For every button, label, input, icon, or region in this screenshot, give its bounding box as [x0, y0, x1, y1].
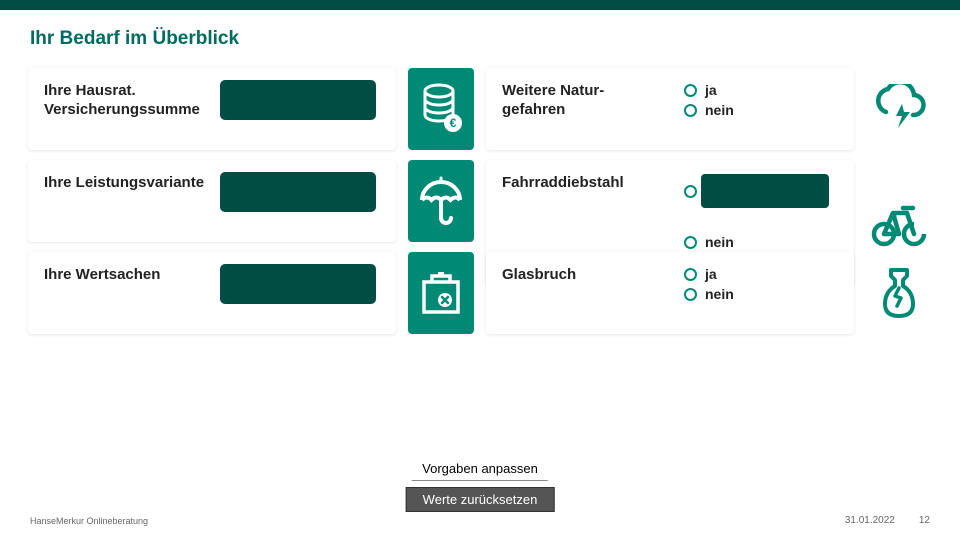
cloud-bolt-icon — [866, 68, 932, 150]
topbar — [0, 0, 960, 10]
umbrella-icon — [408, 160, 474, 242]
radio-fahrrad-1[interactable] — [684, 174, 829, 208]
page-title: Ihr Bedarf im Überblick — [30, 28, 960, 50]
card-leistung: Ihre Leistungsvariante — [28, 160, 396, 242]
label-glasbruch: Glasbruch — [502, 266, 672, 285]
radio-naturgefahren-ja[interactable]: ja — [684, 82, 734, 98]
radio-fahrrad-nein[interactable]: nein — [684, 234, 829, 250]
card-naturgefahren: Weitere Natur-gefahren ja nein — [486, 68, 854, 150]
label-leistung: Ihre Leistungsvariante — [44, 174, 214, 193]
chip-leistung-value[interactable] — [220, 172, 376, 212]
radio-naturgefahren-nein[interactable]: nein — [684, 102, 734, 118]
options-naturgefahren: ja nein — [684, 82, 734, 118]
options-fahrrad: nein — [684, 174, 829, 250]
footer-meta: 31.01.2022 12 — [845, 515, 930, 526]
button-group: Vorgaben anpassen Werte zurücksetzen — [406, 457, 555, 512]
label-hausrat: Ihre Hausrat.Versicherungssumme — [44, 82, 214, 120]
radio-glasbruch-nein[interactable]: nein — [684, 286, 734, 302]
radio-glasbruch-ja[interactable]: ja — [684, 266, 734, 282]
safe-icon — [408, 252, 474, 334]
chip-hausrat-value[interactable] — [220, 80, 376, 120]
options-glasbruch: ja nein — [684, 266, 734, 302]
footer-date: 31.01.2022 — [845, 515, 895, 526]
database-euro-icon: € — [408, 68, 474, 150]
footer-brand: HanseMerkur Onlineberatung — [30, 516, 148, 526]
reset-button[interactable]: Werte zurücksetzen — [406, 487, 555, 512]
label-fahrrad: Fahrraddiebstahl — [502, 174, 672, 193]
card-wertsachen: Ihre Wertsachen — [28, 252, 396, 334]
chip-wertsachen-value[interactable] — [220, 264, 376, 304]
card-hausrat: Ihre Hausrat.Versicherungssumme — [28, 68, 396, 150]
vase-icon — [866, 252, 932, 334]
row-1: Ihre Hausrat.Versicherungssumme € Weiter… — [28, 68, 932, 150]
label-naturgefahren: Weitere Natur-gefahren — [502, 82, 672, 120]
overview-grid: Ihre Hausrat.Versicherungssumme € Weiter… — [0, 68, 960, 334]
adjust-button[interactable]: Vorgaben anpassen — [412, 457, 548, 481]
label-wertsachen: Ihre Wertsachen — [44, 266, 214, 285]
card-glasbruch: Glasbruch ja nein — [486, 252, 854, 334]
row-3: Ihre Wertsachen Glasbruch ja nein — [28, 252, 932, 334]
footer-page: 12 — [919, 515, 930, 526]
svg-text:€: € — [450, 116, 457, 130]
